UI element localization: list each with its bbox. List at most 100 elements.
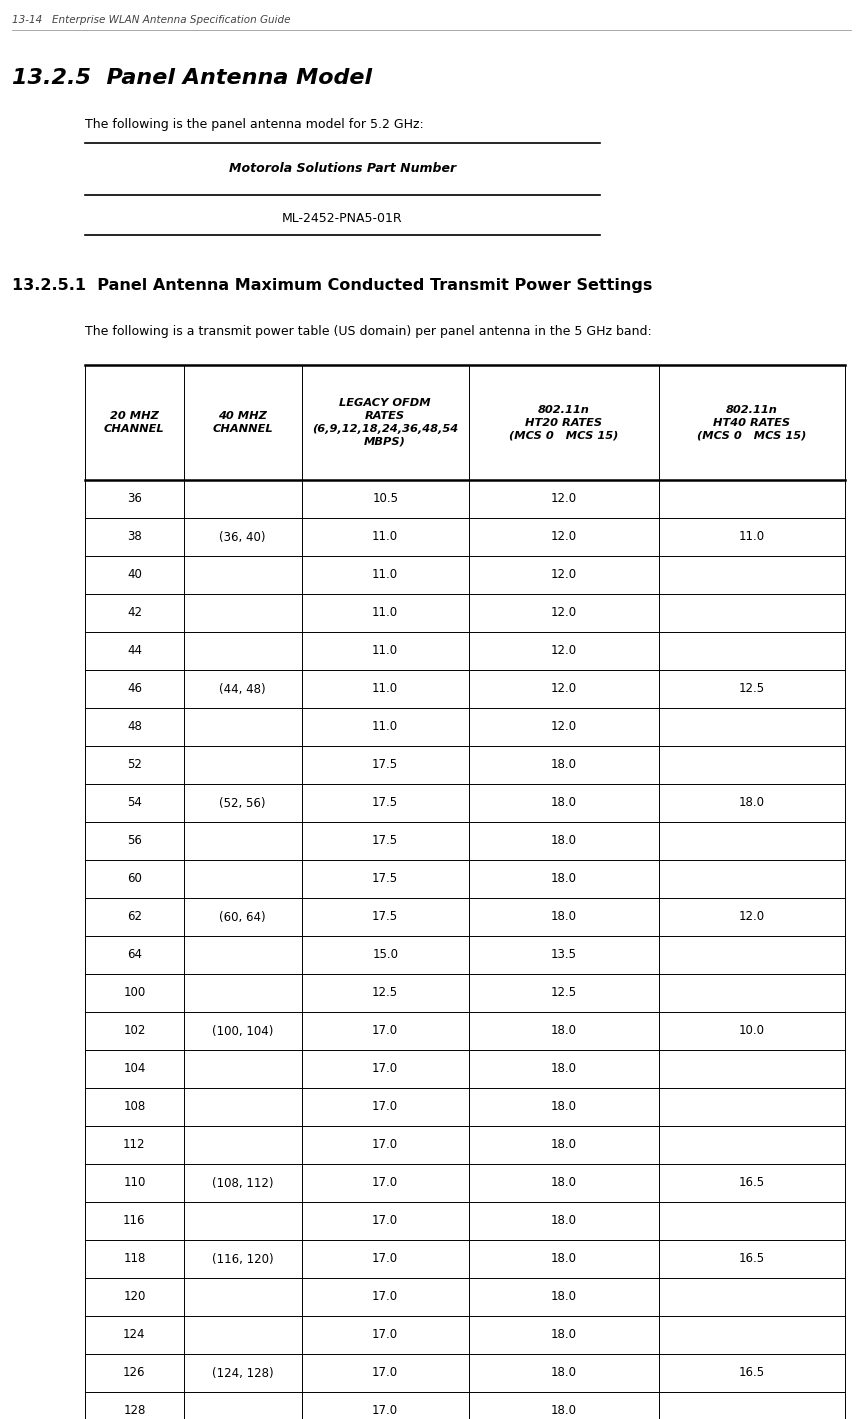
Text: 15.0: 15.0 — [372, 948, 398, 962]
Text: 18.0: 18.0 — [551, 1215, 576, 1227]
Text: 17.0: 17.0 — [372, 1063, 398, 1076]
Text: 42: 42 — [127, 606, 142, 620]
Text: 104: 104 — [123, 1063, 146, 1076]
Text: 802.11n
HT40 RATES
(MCS 0   MCS 15): 802.11n HT40 RATES (MCS 0 MCS 15) — [697, 404, 807, 440]
Text: 12.5: 12.5 — [739, 683, 765, 695]
Text: 11.0: 11.0 — [739, 531, 765, 543]
Text: 18.0: 18.0 — [551, 911, 576, 924]
Text: 18.0: 18.0 — [551, 1253, 576, 1266]
Text: 12.0: 12.0 — [739, 911, 765, 924]
Text: (116, 120): (116, 120) — [212, 1253, 274, 1266]
Text: 60: 60 — [127, 873, 142, 885]
Text: 17.0: 17.0 — [372, 1138, 398, 1151]
Text: 17.0: 17.0 — [372, 1290, 398, 1304]
Text: 64: 64 — [127, 948, 142, 962]
Text: 108: 108 — [123, 1101, 146, 1114]
Text: 17.5: 17.5 — [372, 834, 398, 847]
Text: 17.0: 17.0 — [372, 1253, 398, 1266]
Text: 17.0: 17.0 — [372, 1405, 398, 1418]
Text: (36, 40): (36, 40) — [219, 531, 266, 543]
Text: 11.0: 11.0 — [372, 531, 398, 543]
Text: 18.0: 18.0 — [551, 1366, 576, 1379]
Text: 17.0: 17.0 — [372, 1215, 398, 1227]
Text: (100, 104): (100, 104) — [212, 1025, 274, 1037]
Text: 18.0: 18.0 — [551, 1405, 576, 1418]
Text: 17.0: 17.0 — [372, 1101, 398, 1114]
Text: 18.0: 18.0 — [551, 1063, 576, 1076]
Text: 12.0: 12.0 — [551, 531, 576, 543]
Text: 17.5: 17.5 — [372, 873, 398, 885]
Text: 18.0: 18.0 — [551, 1138, 576, 1151]
Text: 46: 46 — [127, 683, 142, 695]
Text: 17.5: 17.5 — [372, 911, 398, 924]
Text: 18.0: 18.0 — [551, 1176, 576, 1189]
Text: LEGACY OFDM
RATES
(6,9,12,18,24,36,48,54
MBPS): LEGACY OFDM RATES (6,9,12,18,24,36,48,54… — [312, 399, 458, 447]
Text: 100: 100 — [123, 986, 146, 999]
Text: The following is a transmit power table (US domain) per panel antenna in the 5 G: The following is a transmit power table … — [85, 325, 652, 338]
Text: 18.0: 18.0 — [551, 873, 576, 885]
Text: 40: 40 — [127, 569, 142, 582]
Text: 16.5: 16.5 — [739, 1176, 765, 1189]
Text: 17.0: 17.0 — [372, 1366, 398, 1379]
Text: 10.5: 10.5 — [372, 492, 398, 505]
Text: 802.11n
HT20 RATES
(MCS 0   MCS 15): 802.11n HT20 RATES (MCS 0 MCS 15) — [509, 404, 619, 440]
Text: 17.5: 17.5 — [372, 796, 398, 809]
Text: 17.5: 17.5 — [372, 759, 398, 772]
Text: 18.0: 18.0 — [739, 796, 765, 809]
Text: 13.5: 13.5 — [551, 948, 576, 962]
Text: 44: 44 — [127, 644, 142, 657]
Text: 12.0: 12.0 — [551, 569, 576, 582]
Text: 118: 118 — [123, 1253, 146, 1266]
Text: (108, 112): (108, 112) — [212, 1176, 274, 1189]
Text: 120: 120 — [123, 1290, 146, 1304]
Text: 11.0: 11.0 — [372, 606, 398, 620]
Text: (60, 64): (60, 64) — [219, 911, 266, 924]
Text: 18.0: 18.0 — [551, 796, 576, 809]
Text: 11.0: 11.0 — [372, 721, 398, 734]
Text: 116: 116 — [123, 1215, 146, 1227]
Text: 62: 62 — [127, 911, 142, 924]
Text: 11.0: 11.0 — [372, 683, 398, 695]
Text: 13-14   Enterprise WLAN Antenna Specification Guide: 13-14 Enterprise WLAN Antenna Specificat… — [12, 16, 291, 26]
Text: 12.0: 12.0 — [551, 644, 576, 657]
Text: 12.5: 12.5 — [551, 986, 576, 999]
Text: 18.0: 18.0 — [551, 834, 576, 847]
Text: 20 MHZ
CHANNEL: 20 MHZ CHANNEL — [104, 412, 165, 434]
Text: 13.2.5.1  Panel Antenna Maximum Conducted Transmit Power Settings: 13.2.5.1 Panel Antenna Maximum Conducted… — [12, 278, 652, 292]
Text: 18.0: 18.0 — [551, 759, 576, 772]
Text: 56: 56 — [127, 834, 142, 847]
Text: 18.0: 18.0 — [551, 1328, 576, 1341]
Text: 17.0: 17.0 — [372, 1176, 398, 1189]
Text: 11.0: 11.0 — [372, 569, 398, 582]
Text: 11.0: 11.0 — [372, 644, 398, 657]
Text: The following is the panel antenna model for 5.2 GHz:: The following is the panel antenna model… — [85, 118, 424, 131]
Text: 18.0: 18.0 — [551, 1290, 576, 1304]
Text: 54: 54 — [127, 796, 142, 809]
Text: 48: 48 — [127, 721, 142, 734]
Text: 10.0: 10.0 — [739, 1025, 765, 1037]
Text: 102: 102 — [123, 1025, 146, 1037]
Text: Motorola Solutions Part Number: Motorola Solutions Part Number — [229, 162, 456, 175]
Text: 16.5: 16.5 — [739, 1253, 765, 1266]
Text: 18.0: 18.0 — [551, 1101, 576, 1114]
Text: 112: 112 — [123, 1138, 146, 1151]
Text: 12.0: 12.0 — [551, 606, 576, 620]
Text: 12.0: 12.0 — [551, 721, 576, 734]
Text: (52, 56): (52, 56) — [219, 796, 266, 809]
Text: 126: 126 — [123, 1366, 146, 1379]
Text: 128: 128 — [123, 1405, 146, 1418]
Text: 13.2.5  Panel Antenna Model: 13.2.5 Panel Antenna Model — [12, 68, 372, 88]
Text: 40 MHZ
CHANNEL: 40 MHZ CHANNEL — [212, 412, 273, 434]
Text: 124: 124 — [123, 1328, 146, 1341]
Text: ML-2452-PNA5-01R: ML-2452-PNA5-01R — [282, 211, 403, 224]
Text: 16.5: 16.5 — [739, 1366, 765, 1379]
Text: 12.5: 12.5 — [372, 986, 398, 999]
Text: 17.0: 17.0 — [372, 1328, 398, 1341]
Text: 17.0: 17.0 — [372, 1025, 398, 1037]
Text: 38: 38 — [127, 531, 142, 543]
Text: 36: 36 — [127, 492, 142, 505]
Text: 12.0: 12.0 — [551, 492, 576, 505]
Text: (124, 128): (124, 128) — [212, 1366, 274, 1379]
Text: (44, 48): (44, 48) — [219, 683, 266, 695]
Text: 12.0: 12.0 — [551, 683, 576, 695]
